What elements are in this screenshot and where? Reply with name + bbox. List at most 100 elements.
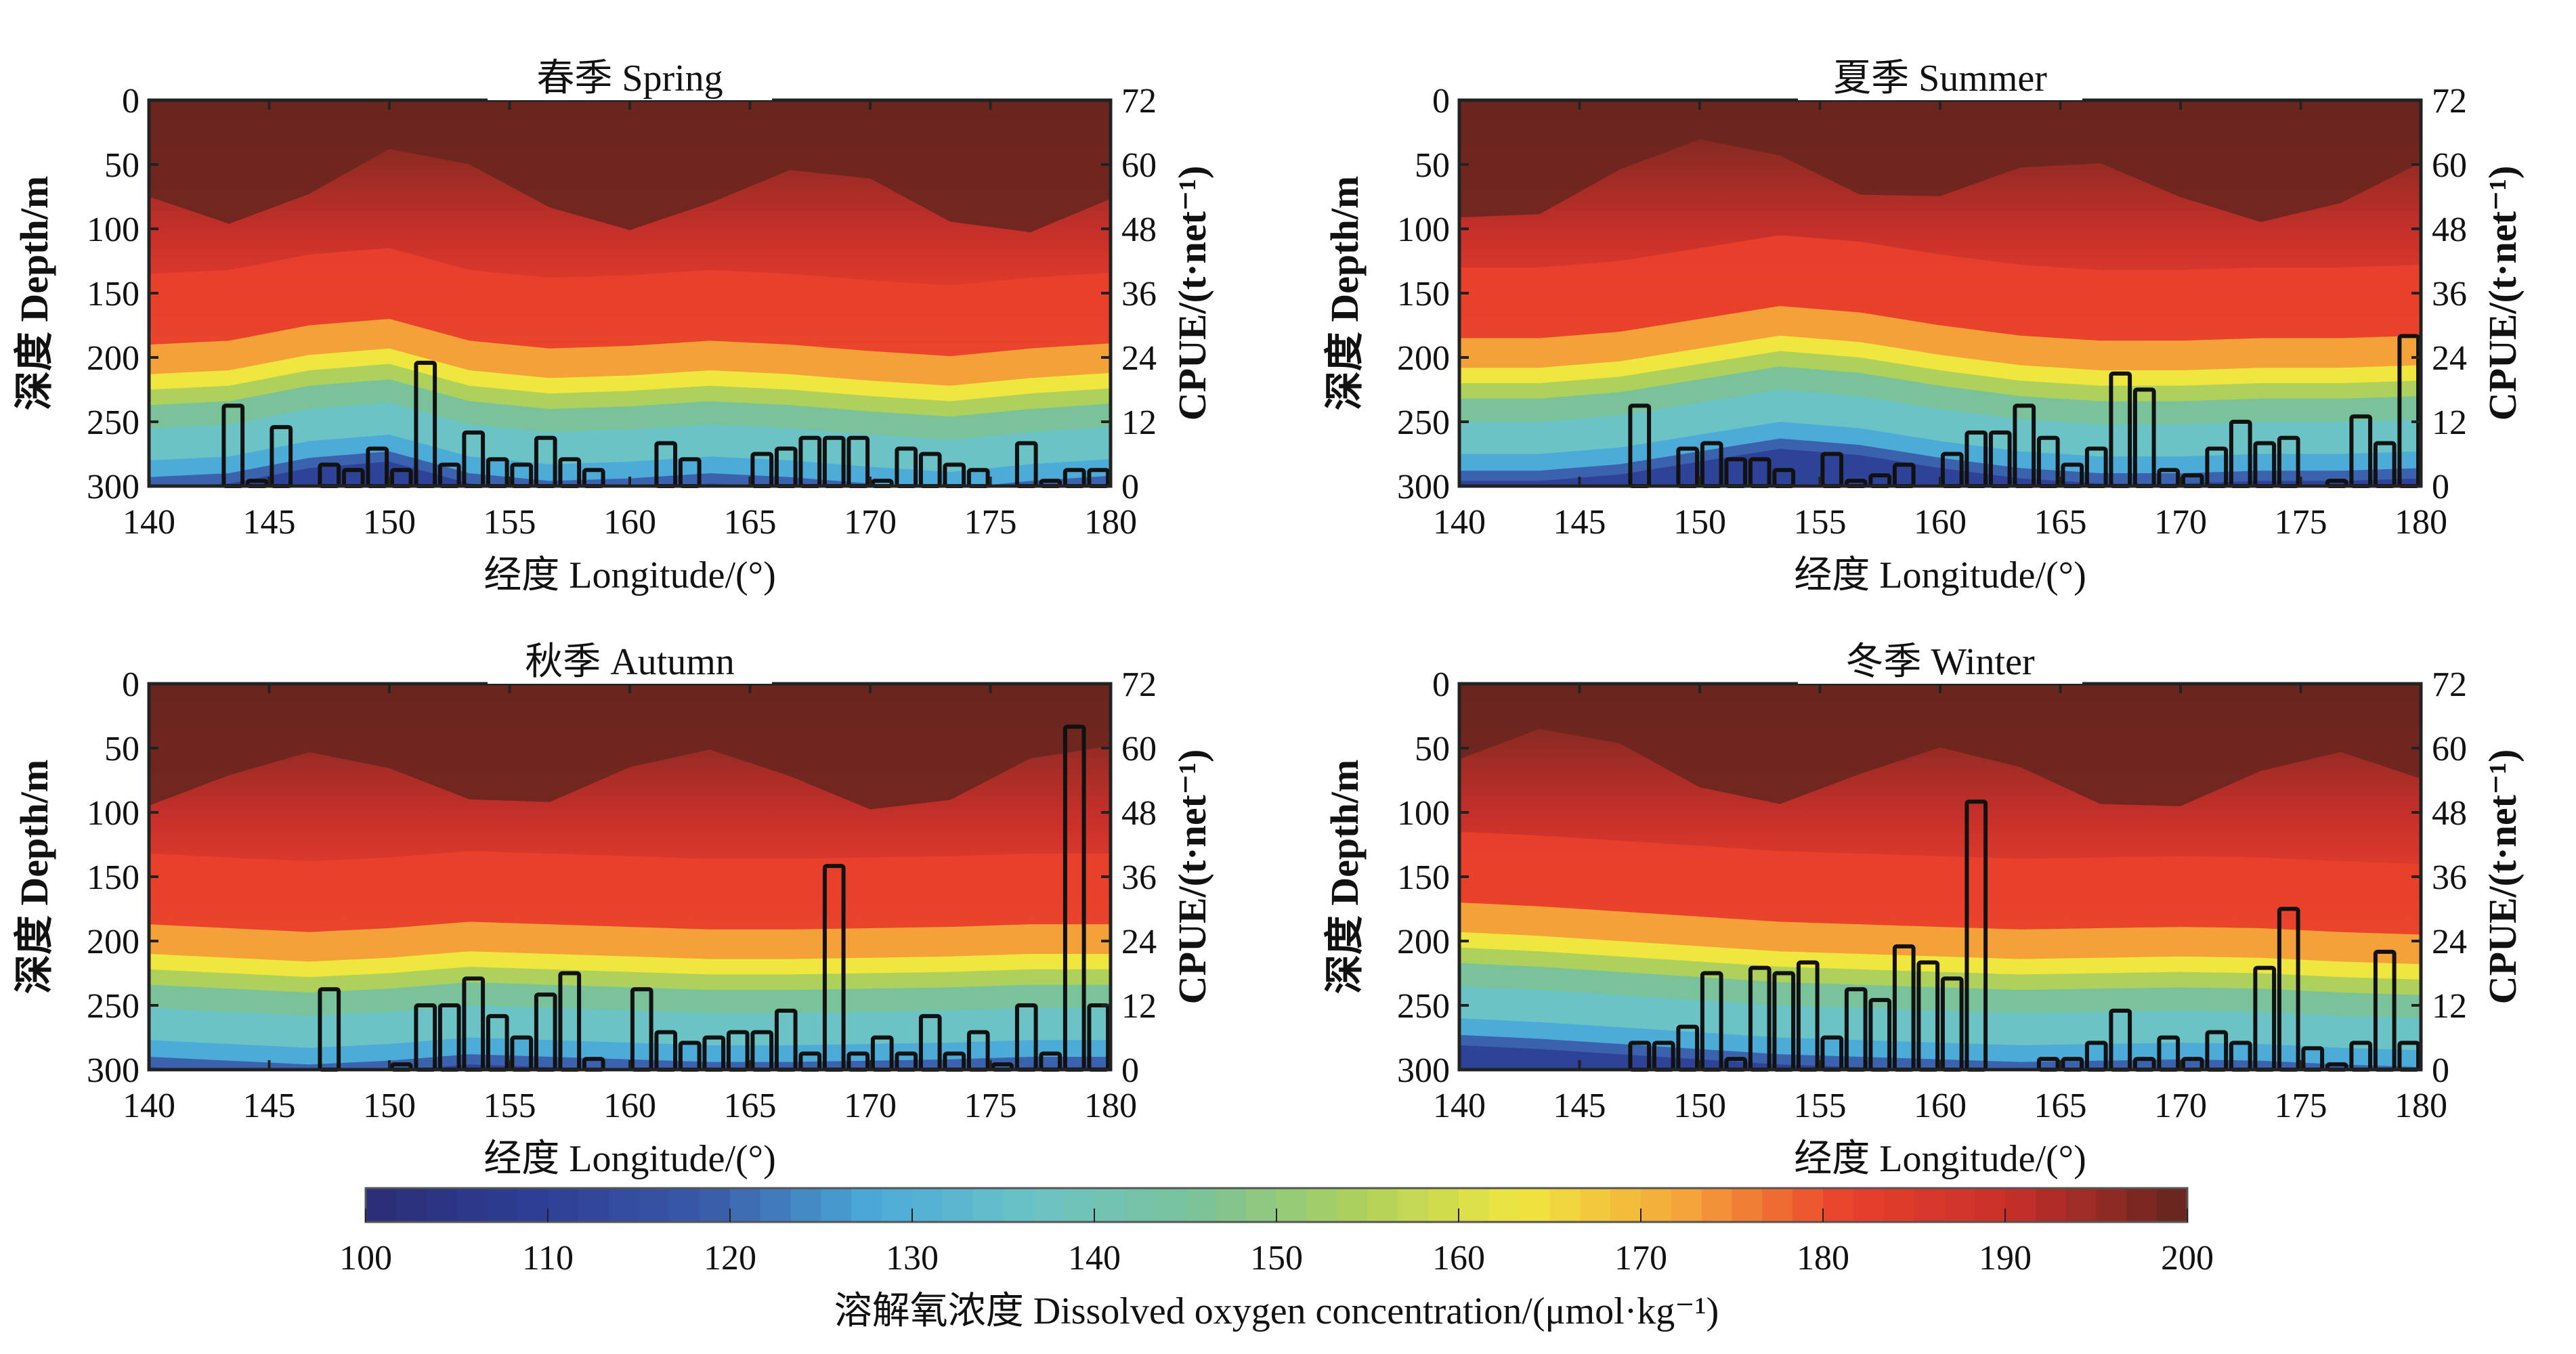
y2-axis-label: CPUE/(t·net⁻¹) (2481, 749, 2525, 1005)
colorbar-segment (1064, 1188, 1095, 1222)
y2-tick-label: 60 (2432, 146, 2467, 185)
y-tick-label: 300 (87, 1051, 139, 1090)
x-axis-label: 经度 Longitude/(°) (1794, 1138, 2086, 1180)
x-tick-label: 175 (2275, 503, 2327, 542)
panel-title: 冬季 Winter (1845, 641, 2035, 683)
oxygen-band-200 (1459, 684, 2421, 806)
title-background (488, 642, 772, 684)
colorbar-segment (1459, 1188, 1490, 1222)
colorbar-segment (1398, 1188, 1430, 1222)
y2-tick-label: 12 (2432, 987, 2467, 1026)
colorbar-segment (1337, 1188, 1369, 1222)
y2-axis-label: CPUE/(t·net⁻¹) (1170, 749, 1214, 1005)
y-tick-label: 300 (87, 468, 139, 506)
y2-tick-label: 12 (1121, 403, 1157, 442)
y-tick-label: 100 (1397, 794, 1450, 833)
y2-tick-label: 0 (1121, 1051, 1139, 1090)
x-tick-label: 165 (2034, 503, 2087, 542)
colorbar-segment (2096, 1188, 2128, 1222)
x-tick-label: 150 (1673, 503, 1726, 542)
y-tick-label: 50 (104, 146, 139, 185)
colorbar-tick-label: 150 (1250, 1239, 1303, 1277)
oxygen-band-200 (149, 684, 1111, 810)
colorbar-segment (1185, 1188, 1217, 1222)
colorbar-segment (700, 1188, 731, 1222)
oxygen-field (149, 684, 1111, 1070)
colorbar-segment (1883, 1188, 1915, 1222)
y-tick-label: 200 (87, 339, 139, 378)
y2-tick-label: 24 (1121, 923, 1157, 961)
y2-tick-label: 72 (1121, 82, 1157, 121)
y2-tick-label: 36 (1121, 858, 1157, 897)
y-tick-label: 250 (87, 403, 139, 442)
y-tick-label: 250 (1397, 403, 1450, 442)
colorbar-tick-label: 130 (886, 1239, 939, 1277)
y2-tick-label: 48 (2432, 794, 2467, 833)
colorbar-segment (2005, 1188, 2036, 1222)
y-tick-label: 250 (87, 987, 139, 1026)
x-tick-label: 170 (2154, 1087, 2207, 1125)
x-tick-label: 165 (724, 1087, 777, 1125)
panel-2: 140 145 150 155 160 165 170 175 1800501001502002… (1323, 58, 2525, 596)
x-tick-label: 170 (844, 503, 897, 542)
colorbar-tick-label: 100 (339, 1239, 392, 1277)
y-tick-label: 50 (1415, 730, 1450, 768)
x-tick-label: 140 (123, 503, 175, 542)
colorbar-segment (1003, 1188, 1035, 1222)
title-background (488, 58, 772, 100)
y-tick-label: 100 (1397, 211, 1450, 249)
colorbar-segment (1488, 1188, 1520, 1222)
x-tick-label: 180 (2395, 503, 2447, 542)
y2-tick-label: 12 (1121, 987, 1157, 1026)
colorbar-segment (669, 1188, 701, 1222)
colorbar-tick-label: 190 (1979, 1239, 2032, 1277)
colorbar-segment (1610, 1188, 1641, 1222)
colorbar-segment (730, 1188, 761, 1222)
oxygen-band-200 (149, 100, 1111, 233)
colorbar-segment (548, 1188, 579, 1222)
oxygen-field (1459, 684, 2421, 1070)
y2-tick-label: 24 (2432, 339, 2467, 378)
y-tick-label: 150 (87, 275, 139, 313)
oxygen-field (149, 100, 1111, 486)
colorbar-segment (1823, 1188, 1854, 1222)
x-axis-label: 经度 Longitude/(°) (484, 554, 775, 596)
y-axis-label: 深度 Depth/m (1323, 760, 1367, 994)
y2-tick-label: 36 (2432, 858, 2467, 897)
y2-tick-label: 12 (2432, 403, 2467, 442)
colorbar-segment (1549, 1188, 1581, 1222)
y2-tick-label: 72 (2432, 82, 2467, 121)
x-tick-label: 140 (1433, 1087, 1486, 1125)
x-tick-label: 140 (1433, 503, 1486, 542)
y2-tick-label: 24 (2432, 923, 2467, 961)
x-tick-label: 155 (484, 503, 536, 542)
colorbar-segment (2035, 1188, 2067, 1222)
oxygen-field (1459, 100, 2421, 486)
x-tick-label: 140 (123, 1087, 175, 1125)
colorbar-segment (1853, 1188, 1885, 1222)
colorbar-segment (972, 1188, 1004, 1222)
x-tick-label: 150 (363, 1087, 416, 1125)
y-tick-label: 100 (87, 211, 139, 249)
colorbar-tick-label: 120 (704, 1239, 756, 1277)
y2-tick-label: 0 (1121, 468, 1139, 506)
x-tick-label: 170 (844, 1087, 897, 1125)
colorbar-tick-label: 140 (1068, 1239, 1121, 1277)
colorbar-segment (1367, 1188, 1399, 1222)
y-tick-label: 0 (1432, 82, 1450, 121)
x-tick-label: 155 (1794, 503, 1847, 542)
colorbar-segment (639, 1188, 670, 1222)
y-tick-label: 200 (1397, 339, 1450, 378)
colorbar-segment (2126, 1188, 2158, 1222)
x-tick-label: 160 (603, 503, 656, 542)
colorbar-segment (1944, 1188, 1976, 1222)
y-tick-label: 150 (1397, 858, 1450, 897)
title-background (1798, 58, 2082, 100)
x-tick-label: 165 (2034, 1087, 2087, 1125)
y-tick-label: 100 (87, 794, 139, 833)
y-tick-label: 150 (1397, 275, 1450, 313)
y2-tick-label: 0 (2432, 468, 2449, 506)
colorbar-segment (2157, 1188, 2188, 1222)
colorbar-segment (608, 1188, 640, 1222)
